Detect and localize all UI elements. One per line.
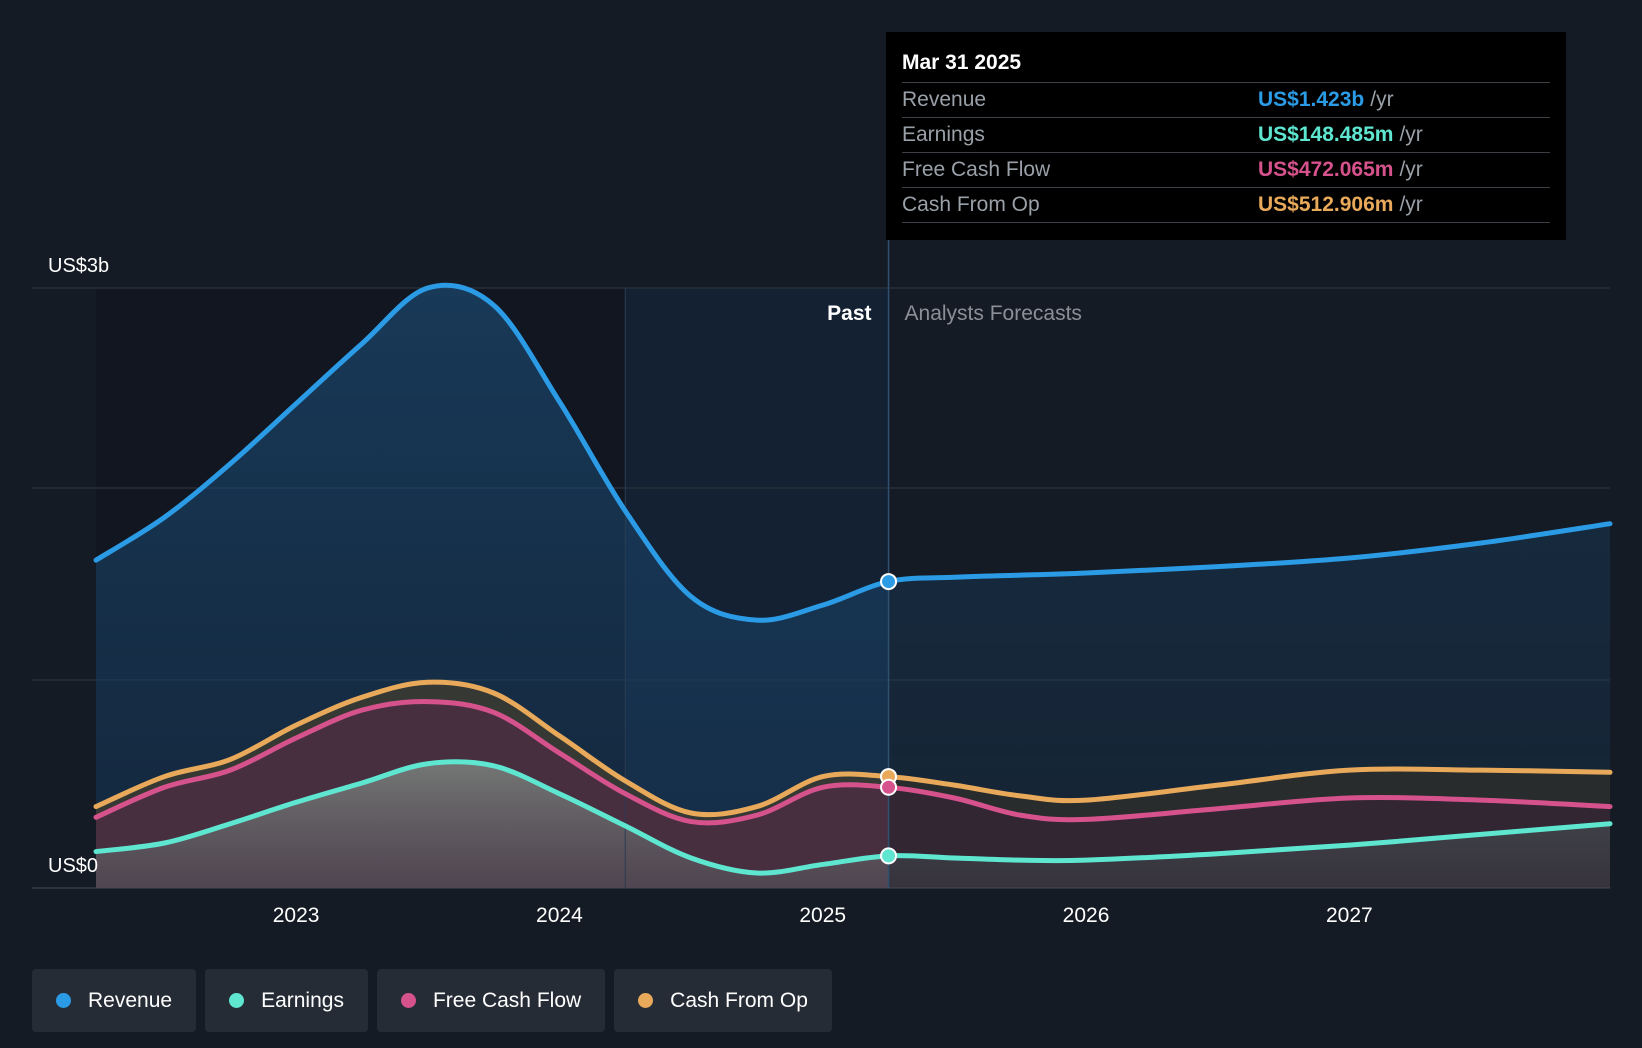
legend-item-earnings[interactable]: Earnings: [205, 969, 368, 1032]
tooltip-unit: /yr: [1399, 123, 1423, 146]
legend-dot-icon: [638, 993, 654, 1008]
tooltip: Mar 31 2025 Revenue US$1.423b /yr Earnin…: [886, 32, 1566, 240]
legend-label: Earnings: [261, 988, 344, 1012]
tooltip-row-earnings: Earnings US$148.485m /yr: [902, 117, 1550, 152]
y-tick-label-bottom: US$0: [48, 855, 98, 877]
line-revenue: [93, 282, 1613, 623]
marker-free-cash-flow[interactable]: [880, 778, 898, 796]
x-tick-label: 2025: [799, 904, 846, 927]
legend-label: Cash From Op: [670, 988, 808, 1012]
past-label: Past: [827, 302, 871, 325]
legend-label: Free Cash Flow: [432, 988, 582, 1012]
legend-dot-icon: [400, 993, 416, 1008]
legend: Revenue Earnings Free Cash Flow Cash Fro…: [32, 969, 841, 1032]
tooltip-label: Cash From Op: [902, 193, 1040, 216]
tooltip-row-revenue: Revenue US$1.423b /yr: [902, 82, 1550, 117]
x-tick-label: 2027: [1326, 904, 1373, 927]
tooltip-row-cash-from-op: Cash From Op US$512.906m /yr: [902, 187, 1550, 223]
x-tick-label: 2024: [536, 904, 583, 927]
x-tick-label: 2023: [273, 904, 320, 927]
y-tick-label-top: US$3b: [48, 255, 109, 277]
forecast-label: Analysts Forecasts: [905, 302, 1082, 325]
legend-label: Revenue: [88, 988, 173, 1012]
legend-item-revenue[interactable]: Revenue: [32, 969, 197, 1032]
tooltip-label: Free Cash Flow: [902, 158, 1051, 181]
marker-revenue[interactable]: [880, 573, 898, 591]
tooltip-value: US$1.423b: [1258, 88, 1365, 111]
line-free-cash-flow: [93, 699, 1613, 826]
tooltip-label: Revenue: [902, 88, 987, 111]
tooltip-date: Mar 31 2025: [902, 51, 1022, 74]
line-cash-from-op: [93, 679, 1613, 818]
tooltip-value: US$512.906m: [1258, 193, 1394, 216]
legend-item-cash-from-op[interactable]: Cash From Op: [614, 969, 832, 1032]
legend-dot-icon: [56, 993, 71, 1008]
legend-item-free-cash-flow[interactable]: Free Cash Flow: [376, 969, 606, 1032]
tooltip-row-free-cash-flow: Free Cash Flow US$472.065m /yr: [902, 152, 1550, 187]
line-earnings: [93, 759, 1613, 876]
tooltip-unit: /yr: [1370, 88, 1394, 111]
tooltip-unit: /yr: [1399, 158, 1423, 181]
marker-earnings[interactable]: [880, 847, 898, 865]
x-tick-label: 2026: [1063, 904, 1110, 927]
legend-dot-icon: [229, 993, 245, 1008]
tooltip-unit: /yr: [1399, 193, 1423, 216]
area-earnings-past: [96, 761, 889, 888]
tooltip-label: Earnings: [902, 123, 985, 146]
tooltip-value: US$148.485m: [1258, 123, 1394, 146]
tooltip-value: US$472.065m: [1258, 158, 1394, 181]
